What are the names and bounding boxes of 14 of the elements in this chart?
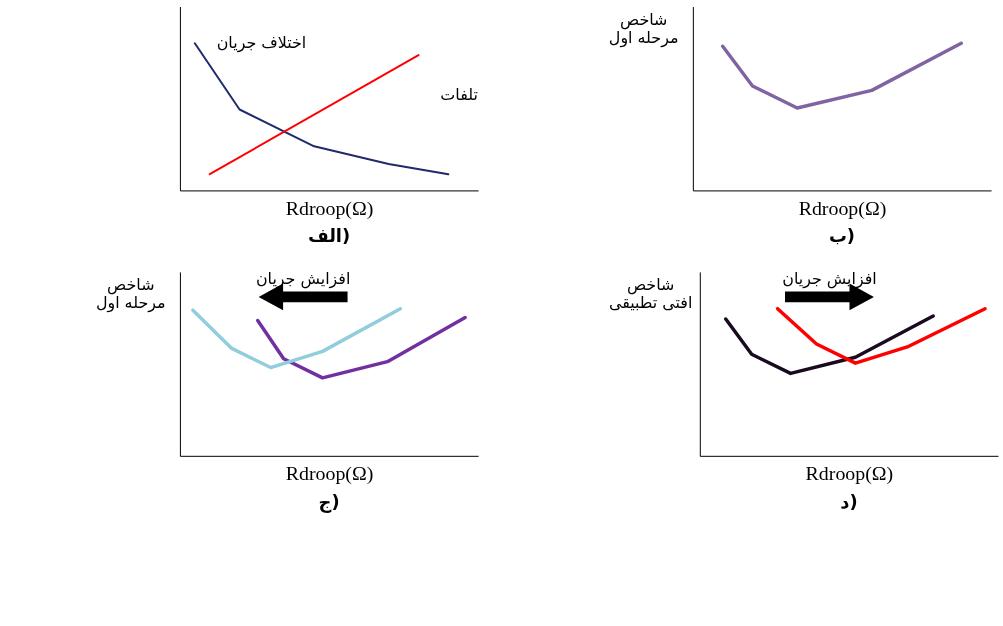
- y-axis-title: شاخص مرحله اول: [95, 275, 166, 314]
- text: افزایش جریان: [782, 269, 877, 290]
- y-axis-title: شاخص مرحله اول: [608, 9, 679, 48]
- text: الف): [307, 225, 351, 247]
- text: ج): [318, 490, 340, 513]
- x-axis-title: Rdroop(Ω): [798, 196, 887, 220]
- x-axis-title: Rdroop(Ω): [285, 196, 374, 220]
- x-axis-title: Rdroop(Ω): [285, 462, 374, 486]
- x-axis-title: Rdroop(Ω): [805, 462, 894, 486]
- text: ب): [828, 225, 856, 247]
- text: د): [840, 490, 858, 512]
- text: تلفات: [440, 84, 478, 104]
- series-label: اختلاف جریان: [216, 33, 307, 54]
- y-axis-title: شاخص افتی تطبیقی: [608, 275, 693, 313]
